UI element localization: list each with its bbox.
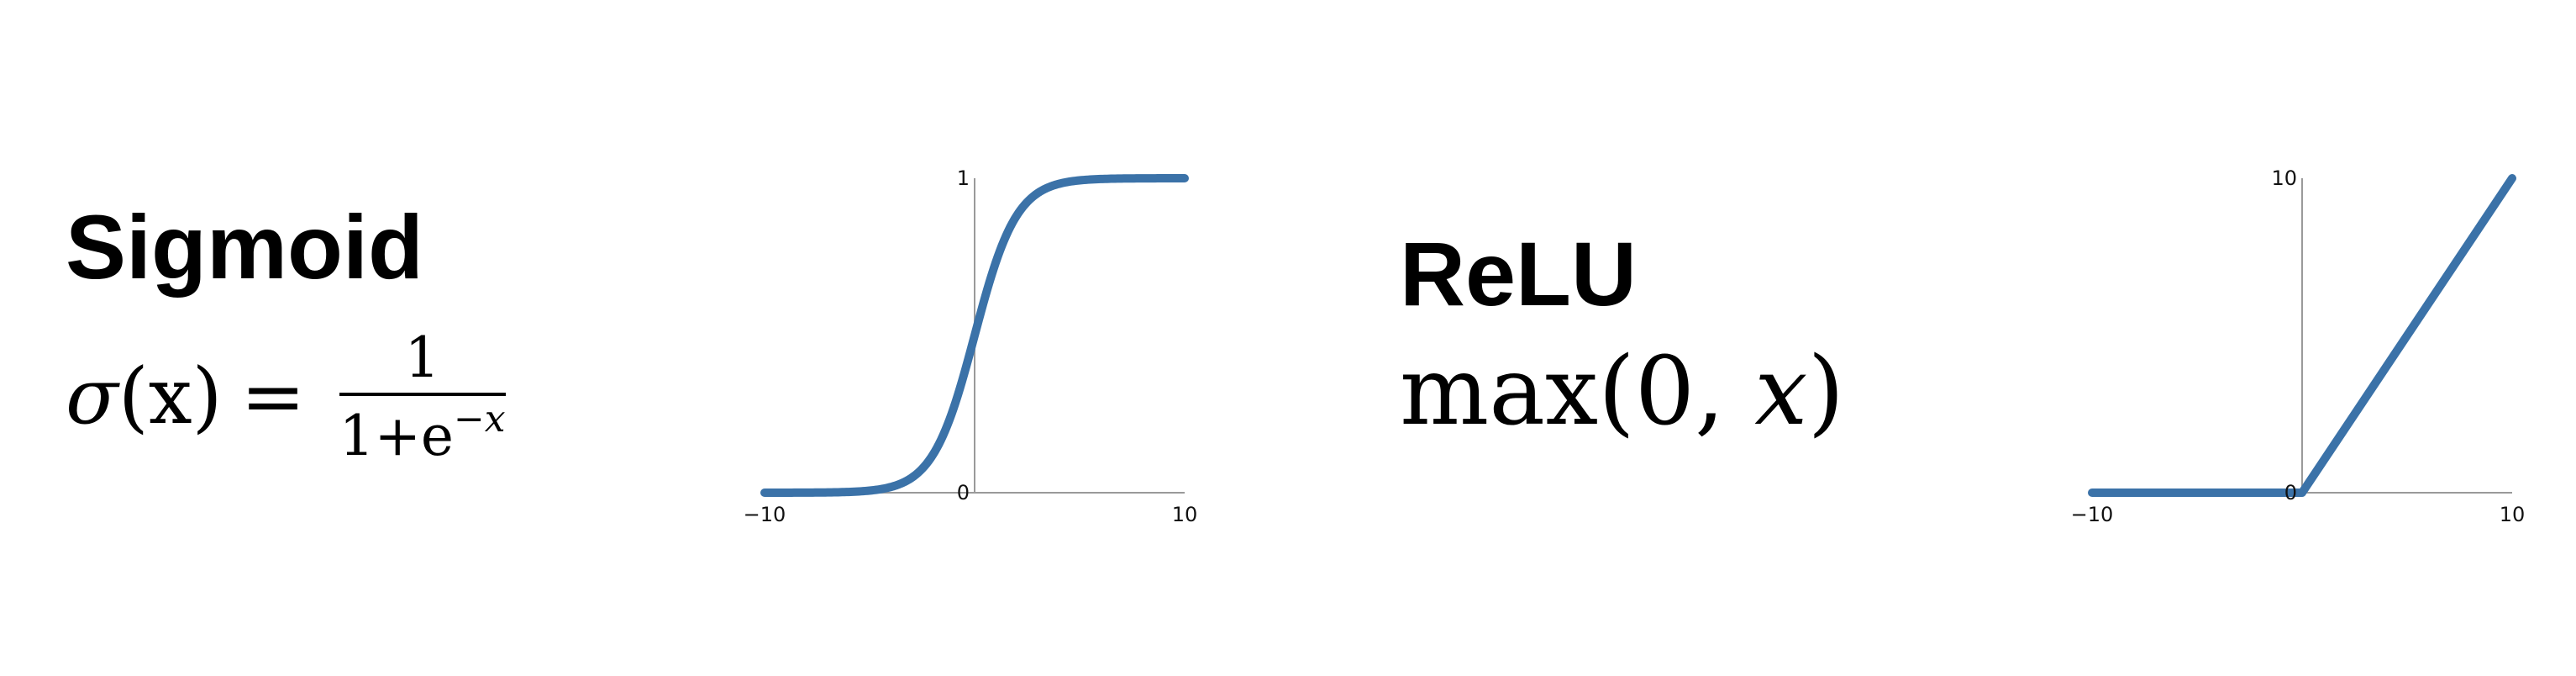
sigmoid-y-tick-max: 1 <box>957 166 970 190</box>
sigmoid-x-tick-min: −10 <box>744 503 786 526</box>
relu-curve <box>2088 174 2516 497</box>
sigmoid-chart: −10 10 1 0 <box>744 166 1198 526</box>
relu-formula-open: (0, <box>1598 337 1755 446</box>
relu-formula-func: max <box>1400 337 1599 446</box>
relu-y-tick-max: 10 <box>2271 166 2297 190</box>
sigma-symbol: σ <box>66 351 118 441</box>
relu-title: ReLU <box>1400 223 1638 325</box>
sigmoid-y-tick-min: 0 <box>957 481 970 504</box>
relu-y-tick-min: 0 <box>2284 481 2297 504</box>
relu-formula-close: ) <box>1807 337 1845 446</box>
sigmoid-formula: σ(x) = 1 1+e−x <box>66 330 506 464</box>
sigmoid-fraction: 1 1+e−x <box>339 330 506 464</box>
relu-chart: −10 10 10 0 <box>2071 166 2526 526</box>
fraction-denominator: 1+e−x <box>339 396 506 464</box>
equals-sign: = <box>240 351 306 441</box>
relu-x-tick-max: 10 <box>2500 503 2526 526</box>
sigmoid-x-tick-max: 10 <box>1172 503 1198 526</box>
fraction-bar <box>339 392 506 396</box>
denominator-base: 1+e <box>339 403 454 468</box>
denominator-exponent: −x <box>453 397 506 441</box>
sigmoid-formula-arg: (x) <box>118 351 223 441</box>
relu-formula: max(0, x) <box>1400 345 1844 439</box>
relu-x-tick-min: −10 <box>2071 503 2114 526</box>
sigmoid-curve <box>760 174 1189 497</box>
fraction-numerator: 1 <box>404 325 440 390</box>
sigmoid-formula-lhs: σ(x) <box>66 358 222 436</box>
relu-formula-var: x <box>1754 337 1808 446</box>
sigmoid-title: Sigmoid <box>66 196 423 298</box>
